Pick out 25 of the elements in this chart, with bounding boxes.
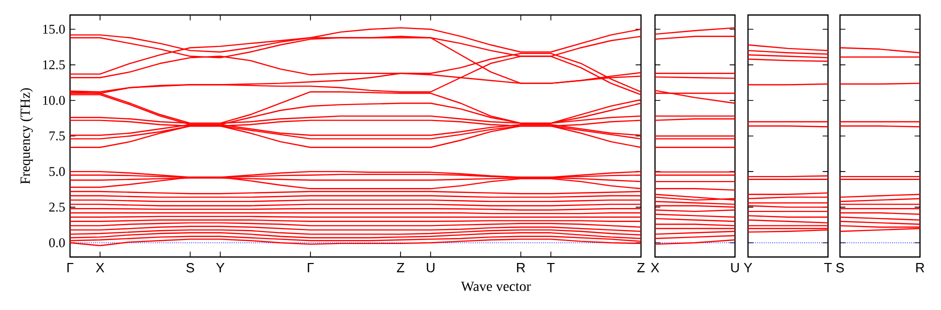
x-tick-label: Z — [637, 263, 645, 272]
x-tick-label: Z — [396, 263, 404, 272]
x-tick-label: R — [916, 263, 924, 272]
y-tick-label: 0.0 — [49, 238, 65, 248]
y-tick-label: 2.5 — [49, 202, 65, 212]
x-axis-title: Wave vector — [460, 282, 531, 292]
y-tick-label: 5.0 — [49, 167, 65, 176]
x-tick-label: X — [650, 263, 660, 272]
x-tick-label: Γ — [67, 263, 74, 272]
x-tick-label: S — [186, 263, 194, 272]
x-tick-label: Y — [744, 263, 752, 272]
x-tick-label: Y — [216, 263, 224, 272]
y-axis-title: Frequency (THz) — [20, 88, 33, 184]
x-tick-label: X — [96, 263, 104, 272]
y-tick-label: 10.0 — [43, 96, 65, 105]
y-tick-label: 15.0 — [43, 24, 65, 34]
y-tick-label: 12.5 — [43, 60, 65, 70]
x-tick-label: Γ — [308, 263, 314, 272]
x-tick-label: S — [836, 263, 844, 272]
x-tick-label: T — [824, 263, 832, 272]
x-tick-label: U — [426, 263, 434, 272]
x-tick-label: R — [517, 263, 525, 272]
x-tick-label: U — [731, 263, 739, 272]
x-tick-label: T — [547, 263, 555, 272]
y-tick-label: 7.5 — [50, 132, 65, 140]
